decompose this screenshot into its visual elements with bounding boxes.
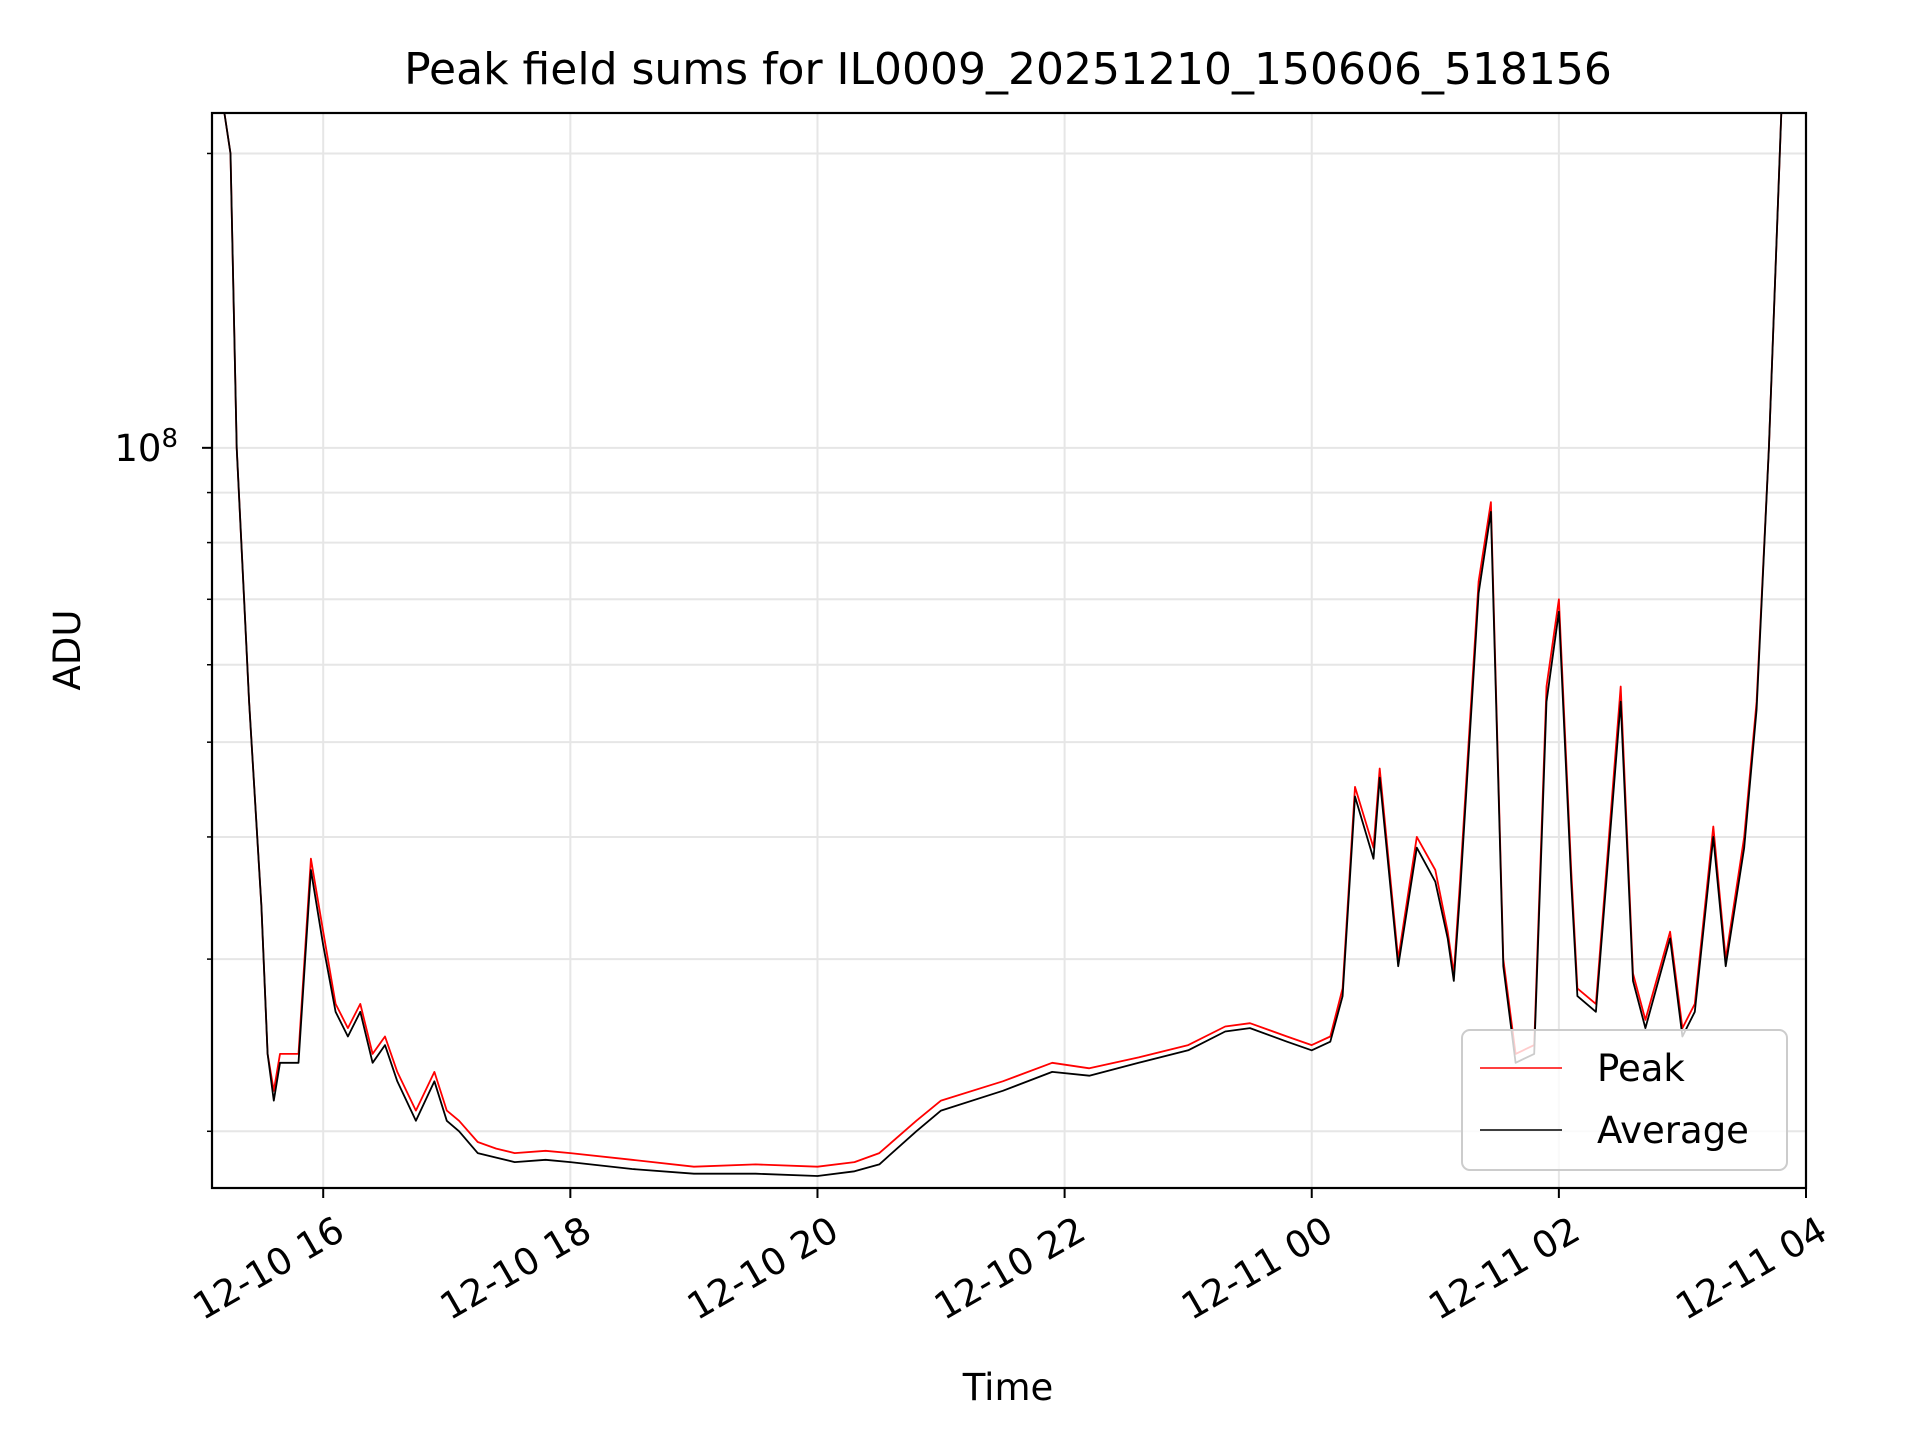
legend-label-peak: Peak <box>1597 1047 1685 1090</box>
series-layer <box>212 113 1783 1177</box>
grid-layer <box>212 113 1807 1188</box>
y-tick-layer <box>202 152 212 1133</box>
y-tick-label-1e8: 108 <box>114 424 178 470</box>
chart-title: Peak field sums for IL0009_20251210_1506… <box>404 44 1612 95</box>
plot-frame <box>210 111 1808 1190</box>
legend-label-average: Average <box>1597 1109 1749 1152</box>
legend: Peak Average <box>1461 1029 1788 1171</box>
y-axis-label: ADU <box>46 610 89 691</box>
legend-box <box>1461 1029 1788 1171</box>
x-axis-label: Time <box>962 1366 1054 1409</box>
series-line-peak <box>212 113 1783 1168</box>
series-line-average <box>212 113 1783 1177</box>
